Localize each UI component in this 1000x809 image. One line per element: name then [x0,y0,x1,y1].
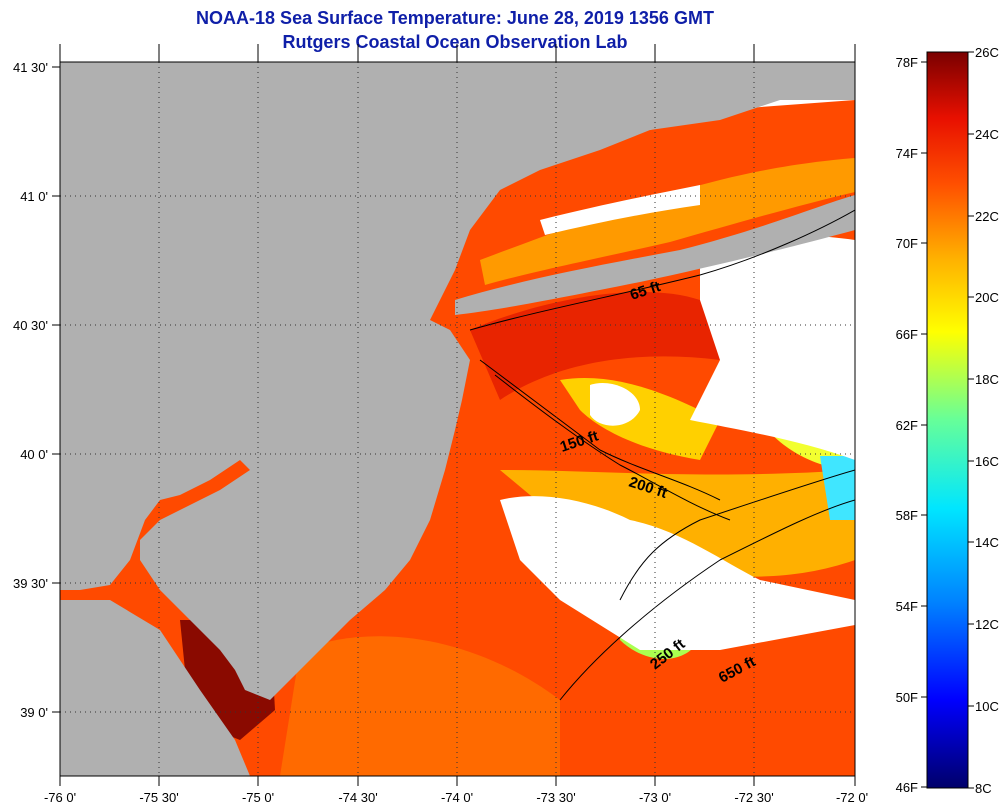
colorbar: 26C 24C 22C 20C 18C 16C 14C 12C 10C 8C 7… [896,45,999,796]
contour-250ft [619,469,855,601]
colorbar-fahrenheit-label: 74F [896,146,918,161]
colorbar-celsius-label: 22C [975,209,999,224]
map-subtitle: Rutgers Coastal Ocean Observation Lab [282,32,628,52]
contour-65ft [469,209,855,331]
map-panel[interactable] [60,62,855,776]
colorbar-celsius-label: 20C [975,290,999,305]
colorbar-fahrenheit-label: 66F [896,327,918,342]
land-mass [60,600,250,776]
lon-label: -75 0' [242,790,274,805]
sst-cold-patch [820,456,855,520]
colorbar-fahrenheit-label: 70F [896,236,918,251]
colorbar-fahrenheit-label: 58F [896,508,918,523]
map-title: NOAA-18 Sea Surface Temperature: June 28… [196,8,714,28]
bathymetry-contours [469,209,855,701]
cloud-mask [690,235,855,460]
colorbar-celsius-label: 26C [975,45,999,60]
lon-label: -76 0' [44,790,76,805]
lon-label: -73 0' [639,790,671,805]
colorbar-celsius-ticks [968,51,974,789]
lat-label: 39 0' [20,705,48,720]
colorbar-fahrenheit-label: 46F [896,780,918,795]
lat-label: 40 0' [20,447,48,462]
lat-label: 39 30' [13,576,48,591]
frame-ticks [52,44,856,786]
cloud-mask [540,185,700,235]
lon-label: -75 30' [139,790,178,805]
lon-label: -73 30' [536,790,575,805]
colorbar-celsius-label: 8C [975,781,992,796]
colorbar-fahrenheit-label: 78F [896,55,918,70]
colorbar-celsius-label: 16C [975,454,999,469]
graticule [60,62,855,776]
lon-label: -74 30' [338,790,377,805]
long-island-sound [480,158,855,285]
colorbar-fahrenheit-label: 54F [896,599,918,614]
colorbar-gradient [926,51,969,789]
lon-label: -72 0' [836,790,868,805]
sst-warm-patch [280,636,560,776]
contour-650ft [559,499,855,701]
land-mass [60,62,855,700]
colorbar-celsius-label: 18C [975,372,999,387]
contour-200ft [494,374,731,521]
cloud-mask [590,382,640,426]
lat-label: 41 0' [20,189,48,204]
colorbar-fahrenheit-label: 50F [896,690,918,705]
colorbar-celsius-label: 14C [975,535,999,550]
sst-mild-patch [500,470,855,577]
lon-label: -72 30' [734,790,773,805]
lat-label: 41 30' [13,60,48,75]
contour-150ft [479,359,721,501]
lat-label: 40 30' [13,318,48,333]
colorbar-celsius-label: 12C [975,617,999,632]
lon-label: -74 0' [441,790,473,805]
sst-warm-patch [470,291,720,400]
colorbar-fahrenheit-ticks [921,61,927,788]
colorbar-fahrenheit-label: 62F [896,418,918,433]
long-island [455,195,855,315]
cloud-mask [500,496,855,650]
colorbar-celsius-label: 24C [975,127,999,142]
colorbar-celsius-label: 10C [975,699,999,714]
